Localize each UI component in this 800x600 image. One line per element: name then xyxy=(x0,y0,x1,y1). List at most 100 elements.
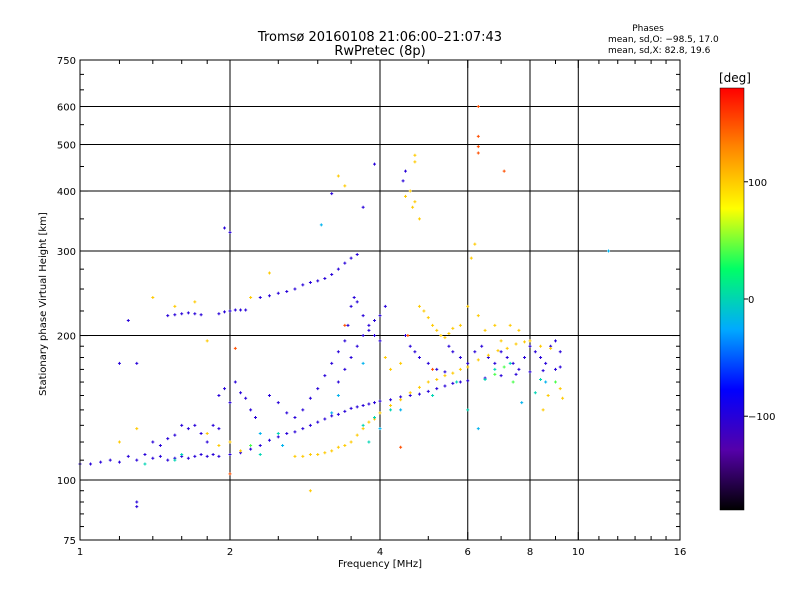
data-point xyxy=(205,432,209,436)
data-point xyxy=(249,444,253,448)
data-point xyxy=(180,312,184,316)
data-point xyxy=(343,409,347,413)
x-tick-label: 10 xyxy=(572,547,585,558)
data-point xyxy=(361,361,365,365)
data-point xyxy=(413,160,417,164)
data-point xyxy=(466,365,470,369)
data-point xyxy=(541,408,545,412)
data-point xyxy=(117,361,121,365)
data-point xyxy=(383,355,387,359)
data-point xyxy=(253,415,257,419)
data-point xyxy=(316,420,320,424)
data-point xyxy=(173,433,177,437)
data-point xyxy=(435,367,439,371)
data-point xyxy=(493,372,497,376)
data-point xyxy=(108,458,112,462)
data-point xyxy=(499,374,503,378)
data-point xyxy=(193,454,197,458)
data-point xyxy=(281,444,285,448)
data-point xyxy=(205,454,209,458)
data-point xyxy=(476,427,480,431)
title-group: Tromsø 20160108 21:06:00–21:07:43 RwPret… xyxy=(257,30,502,59)
data-point xyxy=(193,300,197,304)
phase-colorbar: [deg] 100 0 −100 xyxy=(719,71,775,511)
data-point xyxy=(217,454,221,458)
data-point xyxy=(435,387,439,391)
data-point xyxy=(99,460,103,464)
data-point xyxy=(346,323,350,327)
data-point xyxy=(349,406,353,410)
data-point xyxy=(544,380,548,384)
data-point xyxy=(451,350,455,354)
data-point xyxy=(378,314,382,318)
data-point xyxy=(361,427,365,431)
data-point xyxy=(435,328,439,332)
data-point xyxy=(508,361,512,365)
y-tick-label: 200 xyxy=(57,332,76,343)
data-point xyxy=(553,367,557,371)
data-point xyxy=(483,377,487,381)
data-point xyxy=(476,314,480,318)
data-point xyxy=(476,105,480,109)
colorbar-tick-label: −100 xyxy=(748,412,775,423)
data-point xyxy=(417,385,421,389)
data-point xyxy=(553,380,557,384)
data-point xyxy=(399,408,403,412)
data-point xyxy=(514,342,518,346)
data-point xyxy=(476,134,480,138)
data-point xyxy=(117,460,121,464)
data-point xyxy=(186,456,190,460)
data-point xyxy=(258,444,262,448)
data-point xyxy=(323,374,327,378)
y-tick-label: 75 xyxy=(63,536,76,547)
data-point xyxy=(466,361,470,365)
data-point xyxy=(276,291,280,295)
data-point xyxy=(343,323,347,327)
data-point xyxy=(276,401,280,405)
data-point xyxy=(499,350,503,354)
data-point xyxy=(228,309,232,313)
data-point xyxy=(285,290,289,294)
legend-heading: Phases xyxy=(632,24,664,34)
y-tick-label: 600 xyxy=(57,103,76,114)
data-point xyxy=(336,350,340,354)
data-point xyxy=(473,242,477,246)
data-point xyxy=(323,451,327,455)
data-point xyxy=(217,444,221,448)
data-point xyxy=(401,179,405,183)
data-point xyxy=(173,313,177,317)
data-point xyxy=(349,304,353,308)
y-tick-label: 300 xyxy=(57,247,76,258)
data-point xyxy=(228,472,232,476)
data-point xyxy=(403,194,407,198)
data-point xyxy=(135,505,139,509)
data-point xyxy=(426,389,430,393)
data-point xyxy=(408,391,412,395)
data-point xyxy=(323,417,327,421)
data-point xyxy=(378,399,382,403)
data-point xyxy=(293,430,297,434)
data-point xyxy=(473,350,477,354)
data-point xyxy=(336,445,340,449)
data-point xyxy=(523,340,527,344)
data-point xyxy=(323,276,327,280)
data-point xyxy=(549,346,553,350)
data-point xyxy=(408,394,412,398)
data-point xyxy=(193,312,197,316)
x-tick-label: 8 xyxy=(527,547,533,558)
data-point xyxy=(399,398,403,402)
data-point xyxy=(151,296,155,300)
x-axis-label: Frequency [MHz] xyxy=(338,559,422,570)
data-point xyxy=(373,162,377,166)
data-point xyxy=(330,361,334,365)
data-point xyxy=(389,398,393,402)
data-point xyxy=(408,189,412,193)
data-point xyxy=(451,371,455,375)
data-point xyxy=(89,462,93,466)
data-point xyxy=(239,308,243,312)
data-point xyxy=(205,339,209,343)
data-point xyxy=(458,323,462,327)
data-point xyxy=(476,145,480,149)
data-point xyxy=(486,353,490,357)
data-point xyxy=(166,314,170,318)
